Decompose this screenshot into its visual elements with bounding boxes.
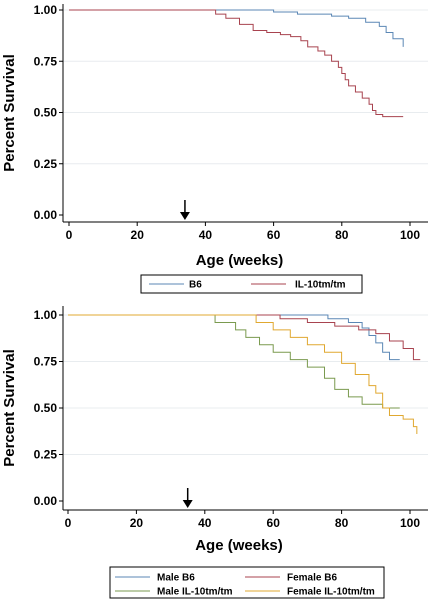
x-tick-label: 80 xyxy=(335,228,349,242)
y-tick-label: 1.00 xyxy=(34,3,58,17)
legend-label: Male B6 xyxy=(157,573,195,584)
series-line-2 xyxy=(68,314,421,361)
y-tick-label: 0.25 xyxy=(34,448,58,462)
x-tick-label: 60 xyxy=(267,228,281,242)
legend-label: Female IL-10tm/tm xyxy=(287,587,375,598)
y-axis-title: Percent Survival xyxy=(1,349,18,467)
series-line-1 xyxy=(69,9,404,47)
x-tick-label: 40 xyxy=(199,228,213,242)
x-tick-label: 40 xyxy=(198,516,212,530)
legend-label: Male IL-10tm/tm xyxy=(157,587,233,598)
x-tick-label: 100 xyxy=(400,228,420,242)
x-axis-title: Age (weeks) xyxy=(196,252,284,269)
y-tick-label: 0.50 xyxy=(34,106,58,120)
x-tick-label: 80 xyxy=(335,516,349,530)
series-line-2 xyxy=(69,9,404,118)
arrow-head xyxy=(179,212,190,220)
arrow-head xyxy=(182,500,193,508)
y-tick-label: 0.75 xyxy=(34,54,58,68)
series-line-3 xyxy=(68,314,400,409)
series-line-4 xyxy=(68,314,418,435)
survival-chart-2: 0.00 0.25 0.50 0.75 1.00 0 20 40 60 80 100 Age (wee… xyxy=(1,306,428,599)
x-axis-title: Age (weeks) xyxy=(195,537,283,554)
y-axis-title: Percent Survival xyxy=(1,54,18,172)
x-tick-label: 20 xyxy=(131,228,145,242)
legend-label: B6 xyxy=(189,280,202,291)
x-tick-label: 60 xyxy=(267,516,281,530)
y-tick-label: 0.00 xyxy=(34,208,58,222)
legend-label: Female B6 xyxy=(287,573,337,584)
x-tick-label: 20 xyxy=(130,516,144,530)
series-line-1 xyxy=(68,314,400,361)
legend-label: IL-10tm/tm xyxy=(295,280,346,291)
x-tick-label: 0 xyxy=(66,228,73,242)
y-tick-label: 1.00 xyxy=(34,308,58,322)
x-tick-label: 0 xyxy=(65,516,72,530)
survival-chart-1: 0.00 0.25 0.50 0.75 1.00 0 20 40 60 80 100 Age (wee… xyxy=(1,3,428,294)
y-tick-label: 0.75 xyxy=(34,355,58,369)
y-tick-label: 0.00 xyxy=(34,494,58,508)
x-tick-label: 100 xyxy=(400,516,420,530)
y-tick-label: 0.25 xyxy=(34,157,58,171)
y-tick-label: 0.50 xyxy=(34,401,58,415)
legend-box xyxy=(109,566,385,599)
